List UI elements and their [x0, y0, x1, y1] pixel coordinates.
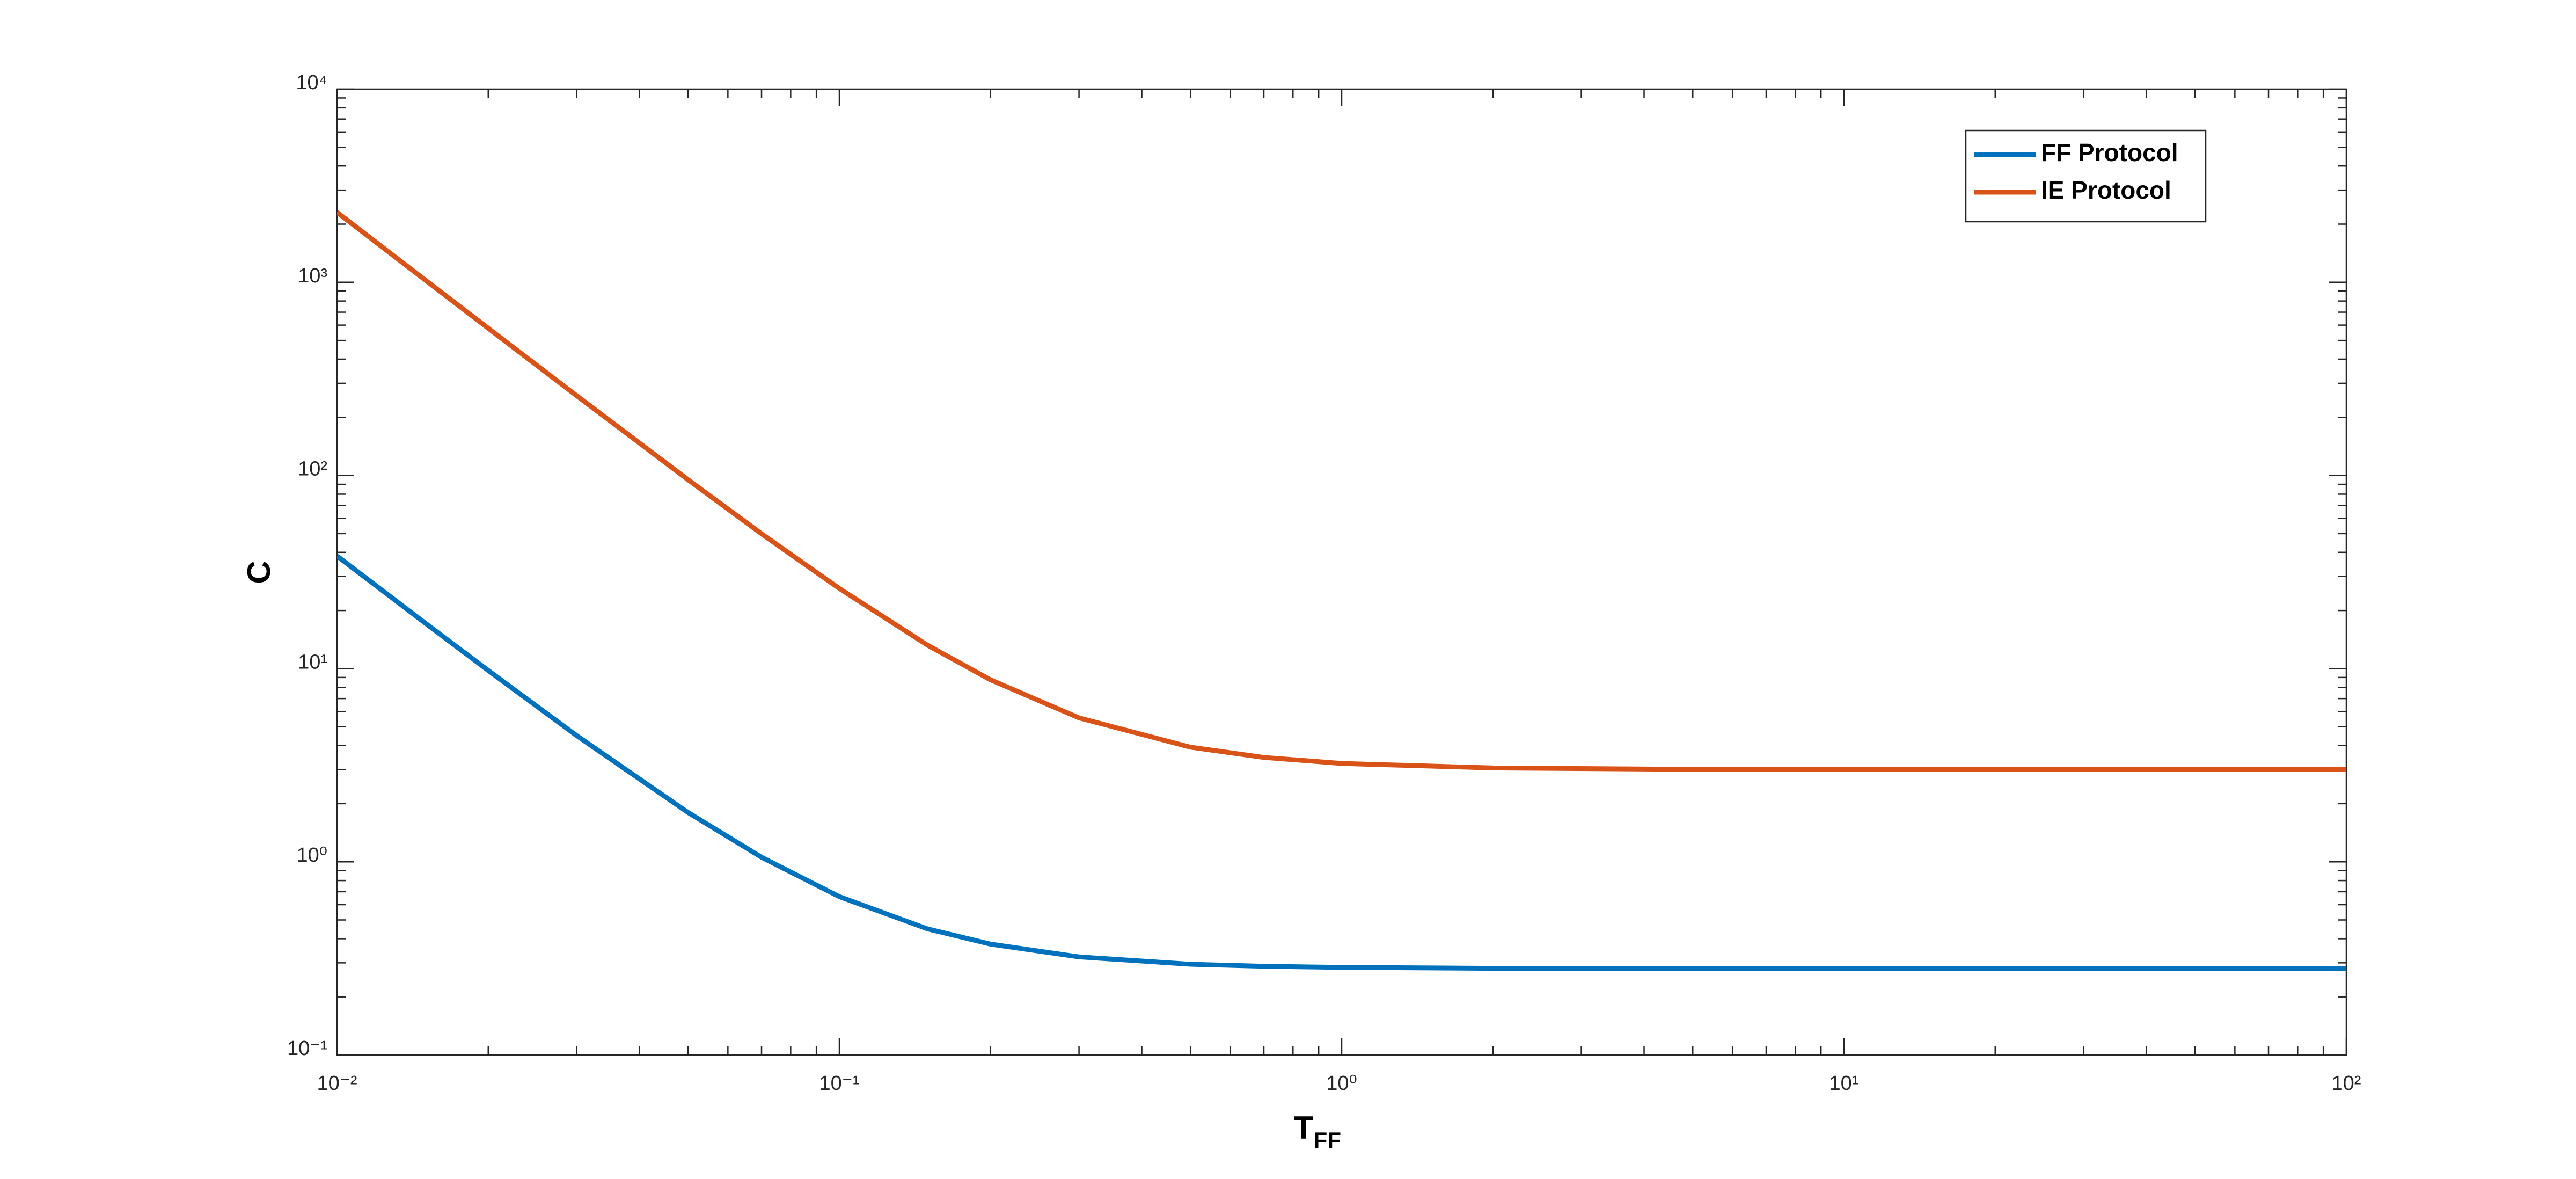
y-tick-label: 10¹ [298, 651, 327, 673]
plot-frame [336, 88, 2347, 1056]
legend-label: FF Protocol [2041, 139, 2178, 166]
series-line [337, 210, 2346, 772]
x-tick-label: 10⁻² [317, 1072, 357, 1095]
y-tick-label: 10⁴ [296, 71, 327, 94]
x-tick-label: 10¹ [1829, 1072, 1859, 1095]
x-axis-label: TFF [1294, 1110, 1341, 1153]
legend-box [1965, 129, 2207, 223]
series-group [337, 210, 2346, 971]
y-tick-label: 10² [298, 458, 327, 481]
x-axis-label-main: T [1294, 1110, 1314, 1146]
legend-label: IE Protocol [2041, 176, 2171, 204]
series-line [337, 554, 2346, 971]
x-tick-label: 10⁻¹ [819, 1072, 860, 1095]
x-tick-label: 10² [2332, 1072, 2361, 1095]
y-axis-label: C [241, 561, 277, 584]
x-axis-label-subscript: FF [1314, 1127, 1341, 1153]
y-tick-label: 10⁰ [296, 844, 327, 867]
x-tick-label: 10⁰ [1326, 1072, 1357, 1095]
y-tick-label: 10³ [298, 265, 327, 287]
y-tick-label: 10⁻¹ [287, 1037, 327, 1060]
